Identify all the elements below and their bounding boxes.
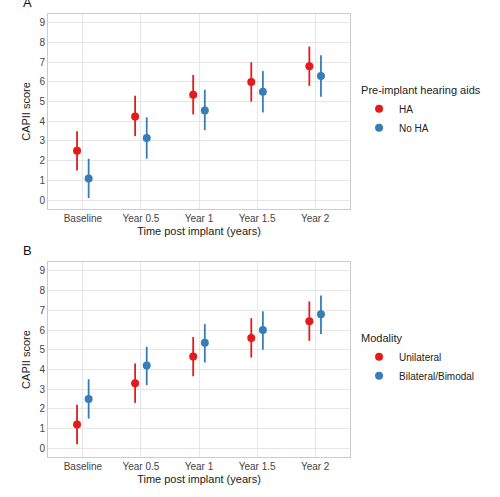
svg-text:Year 1: Year 1 xyxy=(185,461,214,472)
svg-text:3: 3 xyxy=(39,384,45,395)
svg-text:Modality: Modality xyxy=(361,332,402,344)
svg-text:0: 0 xyxy=(39,195,45,206)
svg-text:Bilateral/Bimodal: Bilateral/Bimodal xyxy=(399,371,474,382)
svg-text:8: 8 xyxy=(39,285,45,296)
svg-text:3: 3 xyxy=(39,135,45,146)
svg-text:Year 1: Year 1 xyxy=(185,213,214,224)
svg-text:Baseline: Baseline xyxy=(64,461,103,472)
svg-text:No HA: No HA xyxy=(399,123,429,134)
svg-text:HA: HA xyxy=(399,104,413,115)
svg-text:Baseline: Baseline xyxy=(64,213,103,224)
svg-text:Year 0.5: Year 0.5 xyxy=(122,461,159,472)
svg-text:7: 7 xyxy=(39,305,45,316)
svg-text:4: 4 xyxy=(39,116,45,127)
svg-text:9: 9 xyxy=(39,17,45,28)
svg-text:5: 5 xyxy=(39,96,45,107)
svg-text:6: 6 xyxy=(39,76,45,87)
svg-text:9: 9 xyxy=(39,265,45,276)
svg-text:A: A xyxy=(23,0,32,10)
svg-text:2: 2 xyxy=(39,403,45,414)
svg-text:Unilateral: Unilateral xyxy=(399,352,441,363)
svg-text:1: 1 xyxy=(39,423,45,434)
svg-text:0: 0 xyxy=(39,443,45,454)
svg-text:CAPII score: CAPII score xyxy=(20,330,32,389)
svg-text:4: 4 xyxy=(39,364,45,375)
svg-text:6: 6 xyxy=(39,325,45,336)
svg-text:B: B xyxy=(23,243,32,258)
svg-text:2: 2 xyxy=(39,155,45,166)
svg-text:1: 1 xyxy=(39,175,45,186)
svg-text:8: 8 xyxy=(39,37,45,48)
svg-text:Year 0.5: Year 0.5 xyxy=(122,213,159,224)
svg-text:5: 5 xyxy=(39,344,45,355)
svg-text:Year 1.5: Year 1.5 xyxy=(239,461,276,472)
svg-text:CAPII score: CAPII score xyxy=(20,82,32,141)
svg-text:Time post implant (years): Time post implant (years) xyxy=(137,473,261,485)
svg-text:7: 7 xyxy=(39,57,45,68)
svg-text:Year 1.5: Year 1.5 xyxy=(239,213,276,224)
svg-text:Pre-implant hearing aids: Pre-implant hearing aids xyxy=(361,84,481,96)
svg-text:Year 2: Year 2 xyxy=(301,461,330,472)
svg-text:Time post implant (years): Time post implant (years) xyxy=(137,225,261,237)
svg-text:Year 2: Year 2 xyxy=(301,213,330,224)
